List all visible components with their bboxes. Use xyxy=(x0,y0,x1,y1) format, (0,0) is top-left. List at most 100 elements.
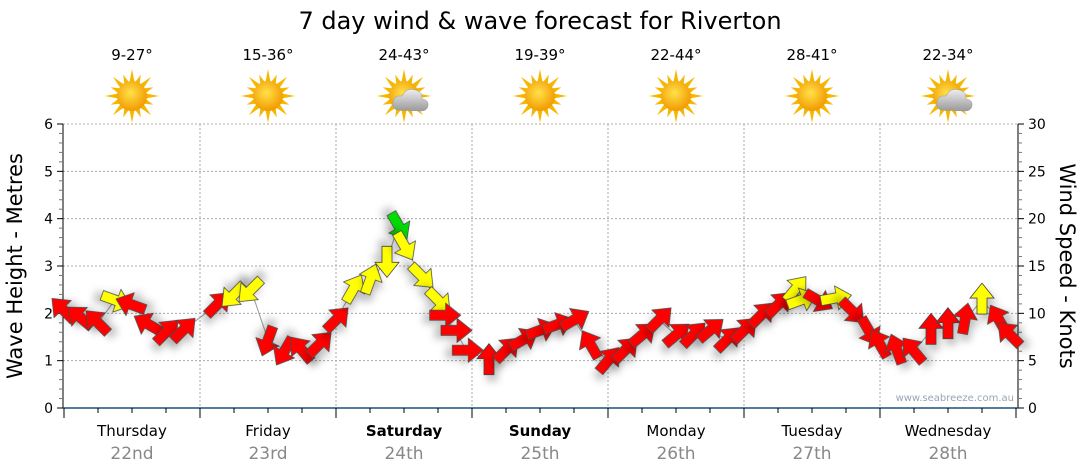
wind-arrow xyxy=(594,347,620,376)
sun-ray xyxy=(673,110,679,123)
sun-disc xyxy=(117,81,147,111)
sun-icon xyxy=(785,69,839,123)
temp-range: 22-34° xyxy=(922,46,973,64)
day-label: Monday xyxy=(646,422,705,440)
sun-ray xyxy=(673,69,679,82)
partly-cloudy-icon xyxy=(921,69,975,123)
sun-ray xyxy=(649,93,662,99)
day-label: Sunday xyxy=(509,422,572,440)
sun-icon xyxy=(105,69,159,123)
sun-ray xyxy=(826,93,839,99)
sun-ray xyxy=(520,76,532,88)
wind-arrow xyxy=(837,296,865,323)
wind-arrow xyxy=(168,317,196,345)
cloud xyxy=(392,89,429,112)
day-label: Wednesday xyxy=(905,422,992,440)
sun-ray xyxy=(265,69,271,82)
date-label: 23rd xyxy=(248,444,287,464)
sun-ray xyxy=(785,93,798,99)
wind-arrow xyxy=(238,275,266,303)
sun-disc xyxy=(253,81,283,111)
temp-range: 28-41° xyxy=(786,46,837,64)
wind-arrow xyxy=(610,337,638,365)
day-label: Thursday xyxy=(96,422,167,440)
temp-range: 9-27° xyxy=(111,46,153,64)
sun-ray xyxy=(820,76,832,88)
y2-tick-label: 20 xyxy=(1028,212,1046,228)
temp-range: 15-36° xyxy=(242,46,293,64)
wind-arrow xyxy=(763,292,791,319)
y2-tick-label: 30 xyxy=(1028,117,1046,133)
sun-ray xyxy=(792,76,804,88)
wind-arrow xyxy=(952,302,978,336)
sun-ray xyxy=(928,76,940,88)
sun-disc xyxy=(525,81,555,111)
date-label: 28th xyxy=(928,444,967,464)
sun-ray xyxy=(265,110,271,123)
partly-cloudy-icon xyxy=(377,69,431,123)
date-label: 25th xyxy=(520,444,559,464)
wind-arrow xyxy=(423,286,451,313)
wind-arrow xyxy=(304,332,332,359)
y2-tick-label: 10 xyxy=(1028,306,1046,322)
wind-arrow xyxy=(579,330,603,361)
sun-ray xyxy=(248,76,260,88)
sun-ray xyxy=(809,69,815,82)
sun-ray xyxy=(129,69,135,82)
sun-ray xyxy=(276,76,288,88)
y2-tick-label: 5 xyxy=(1028,354,1037,370)
sun-ray xyxy=(248,104,260,116)
cloud xyxy=(936,89,973,112)
sun-ray xyxy=(377,93,390,99)
wind-arrow xyxy=(997,322,1025,350)
wind-arrow xyxy=(451,337,484,364)
date-label: 24th xyxy=(384,444,423,464)
day-label: Tuesday xyxy=(780,422,842,440)
sun-disc xyxy=(797,81,827,111)
sun-ray xyxy=(276,104,288,116)
wind-arrow xyxy=(729,317,757,345)
sun-ray xyxy=(537,110,543,123)
sun-ray xyxy=(548,76,560,88)
date-label: 26th xyxy=(656,444,695,464)
wind-arrow xyxy=(321,307,349,334)
sun-ray xyxy=(690,93,703,99)
sun-ray xyxy=(112,76,124,88)
sun-icon xyxy=(513,69,567,123)
sun-ray xyxy=(684,104,696,116)
wind-arrow xyxy=(85,310,113,337)
day-label: Saturday xyxy=(366,422,443,440)
sun-ray xyxy=(956,76,968,88)
sun-ray xyxy=(921,93,934,99)
wind-arrow xyxy=(392,230,416,261)
date-label: 27th xyxy=(792,444,831,464)
sun-ray xyxy=(820,104,832,116)
wind-arrow xyxy=(358,263,383,296)
y2-tick-label: 25 xyxy=(1028,164,1046,180)
sun-ray xyxy=(129,110,135,123)
sun-ray xyxy=(105,93,118,99)
y2-axis-label: Wind Speed - Knots xyxy=(1055,163,1079,368)
sun-ray xyxy=(282,93,295,99)
date-label: 22nd xyxy=(110,444,153,464)
sun-ray xyxy=(412,76,424,88)
wind-arrow xyxy=(935,307,961,340)
sun-ray xyxy=(112,104,124,116)
wind-arrow xyxy=(341,274,365,305)
y2-tick-label: 15 xyxy=(1028,259,1046,275)
y-axis-label: Wave Height - Metres xyxy=(3,153,27,379)
sun-disc xyxy=(661,81,691,111)
wind-arrow xyxy=(290,336,316,365)
y-tick-label: 3 xyxy=(44,259,53,275)
sun-ray xyxy=(684,76,696,88)
wind-arrow xyxy=(386,210,411,241)
y2-tick-label: 0 xyxy=(1028,401,1037,417)
sun-ray xyxy=(140,104,152,116)
sun-ray xyxy=(809,110,815,123)
day-label: Friday xyxy=(245,422,291,440)
sun-ray xyxy=(146,93,159,99)
wind-arrow xyxy=(374,245,400,278)
temp-range: 19-39° xyxy=(514,46,565,64)
sun-ray xyxy=(537,69,543,82)
